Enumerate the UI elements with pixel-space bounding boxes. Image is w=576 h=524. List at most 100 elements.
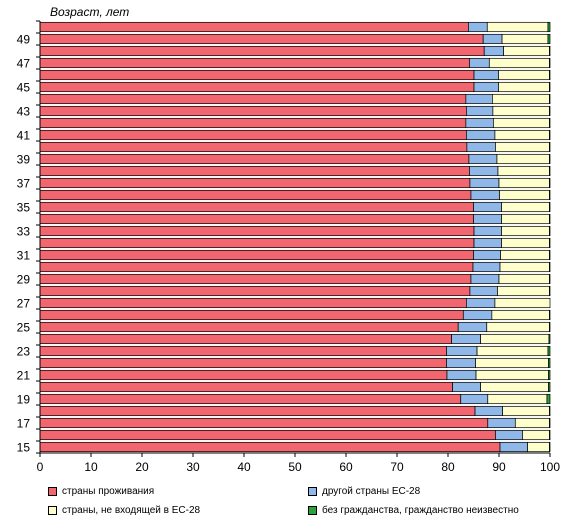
bar-seg-40-s3: [549, 141, 551, 153]
bar-seg-40-s0: [39, 141, 468, 153]
bar-seg-23-s0: [39, 345, 447, 357]
x-tick-label-10: 10: [84, 460, 98, 474]
bar-seg-47-s0: [39, 57, 470, 69]
bar-seg-17-s0: [39, 417, 489, 429]
bar-seg-31-s1: [473, 249, 501, 261]
bar-seg-34-s0: [39, 213, 474, 225]
bar-seg-46-s3: [549, 69, 551, 81]
bar-seg-17-s3: [549, 417, 551, 429]
bar-seg-18-s2: [502, 405, 550, 417]
bar-seg-22-s0: [39, 357, 447, 369]
bar-seg-48-s1: [483, 45, 504, 57]
bar-seg-16-s0: [39, 429, 496, 441]
bar-seg-25-s0: [39, 321, 459, 333]
bar-seg-29-s3: [549, 273, 551, 285]
bar-seg-45-s3: [549, 81, 551, 93]
bar-seg-32-s2: [501, 237, 550, 249]
bar-seg-34-s3: [549, 213, 551, 225]
bar-seg-40-s1: [466, 141, 496, 153]
bar-seg-20-s3: [548, 381, 551, 393]
y-tick-label-45: 45: [17, 81, 31, 95]
bar-seg-44-s2: [492, 93, 550, 105]
bar-seg-30-s2: [499, 261, 550, 273]
bar-seg-24-s0: [39, 333, 452, 345]
bar-seg-21-s0: [39, 369, 448, 381]
bar-seg-28-s1: [469, 285, 498, 297]
x-tick-label-90: 90: [492, 460, 506, 474]
bar-seg-38-s1: [469, 165, 499, 177]
bar-seg-46-s2: [498, 69, 550, 81]
bar-seg-49-s3: [547, 33, 551, 45]
y-tick-label-21: 21: [17, 369, 31, 383]
y-tick-label-37: 37: [17, 177, 31, 191]
bar-seg-43-s3: [549, 105, 551, 117]
bar-seg-35-s0: [39, 201, 474, 213]
x-tick-label-80: 80: [441, 460, 455, 474]
x-tick-label-30: 30: [186, 460, 200, 474]
legend-swatch-residence: [48, 487, 57, 496]
bar-seg-26-s0: [39, 309, 464, 321]
bar-seg-19-s1: [460, 393, 489, 405]
axes-group: 0 10 20 30 40 50 60 70 80 90 100 15 17 19 21 23 25 27 29 31…: [17, 20, 560, 474]
bar-seg-44-s0: [39, 93, 467, 105]
bar-seg-19-s2: [487, 393, 548, 405]
bar-seg-45-s0: [39, 81, 475, 93]
bar-seg-33-s1: [473, 225, 502, 237]
bar-seg-26-s3: [549, 309, 551, 321]
bar-seg-32-s0: [39, 237, 475, 249]
x-tick-label-20: 20: [135, 460, 149, 474]
bar-seg-35-s1: [473, 201, 502, 213]
bar-seg-17-s1: [487, 417, 516, 429]
y-axis-title: Возраст, лет: [50, 5, 130, 19]
y-tick-label-31: 31: [17, 249, 31, 263]
bar-seg-22-s1: [446, 357, 476, 369]
bar-seg-41-s2: [494, 129, 550, 141]
bar-seg-33-s2: [501, 225, 550, 237]
bar-seg-28-s0: [39, 285, 471, 297]
bar-seg-25-s3: [549, 321, 551, 333]
bar-seg-44-s3: [549, 93, 551, 105]
bar-seg-20-s2: [480, 381, 549, 393]
bar-seg-37-s0: [39, 177, 471, 189]
bar-seg-45-s1: [473, 81, 499, 93]
bar-seg-37-s1: [469, 177, 500, 189]
y-tick-label-49: 49: [17, 33, 31, 47]
bar-seg-21-s3: [548, 369, 551, 381]
x-tick-label-50: 50: [288, 460, 302, 474]
bar-seg-22-s2: [475, 357, 549, 369]
bar-seg-30-s1: [472, 261, 501, 273]
bar-seg-41-s0: [39, 129, 467, 141]
bar-seg-21-s2: [475, 369, 549, 381]
y-tick-label-35: 35: [17, 201, 31, 215]
y-tick-label-41: 41: [17, 129, 31, 143]
bar-seg-21-s1: [446, 369, 477, 381]
y-tick-label-43: 43: [17, 105, 31, 119]
bar-seg-31-s3: [549, 249, 551, 261]
bar-seg-39-s2: [496, 153, 550, 165]
bar-seg-50-s3: [547, 21, 551, 33]
bar-seg-19-s3: [546, 393, 551, 405]
bar-seg-16-s1: [495, 429, 523, 441]
bar-seg-42-s2: [493, 117, 550, 129]
legend-item-residence: страны проживания: [48, 486, 154, 497]
bar-seg-34-s2: [501, 213, 550, 225]
y-tick-label-33: 33: [17, 225, 31, 239]
bar-seg-38-s3: [549, 165, 551, 177]
bar-seg-15-s2: [527, 441, 550, 453]
bar-seg-29-s0: [39, 273, 472, 285]
bar-seg-18-s0: [39, 405, 476, 417]
bar-seg-18-s3: [549, 405, 551, 417]
bar-seg-16-s2: [522, 429, 550, 441]
bar-seg-47-s1: [469, 57, 490, 69]
legend-swatch-other-eu: [308, 487, 317, 496]
bar-seg-36-s1: [470, 189, 500, 201]
x-tick-label-60: 60: [339, 460, 353, 474]
x-tick-label-0: 0: [37, 460, 44, 474]
y-tick-label-17: 17: [17, 417, 31, 431]
bar-seg-15-s1: [499, 441, 528, 453]
bar-seg-33-s3: [549, 225, 551, 237]
bar-seg-39-s3: [549, 153, 551, 165]
bar-seg-46-s1: [473, 69, 499, 81]
bar-seg-48-s3: [549, 45, 551, 57]
